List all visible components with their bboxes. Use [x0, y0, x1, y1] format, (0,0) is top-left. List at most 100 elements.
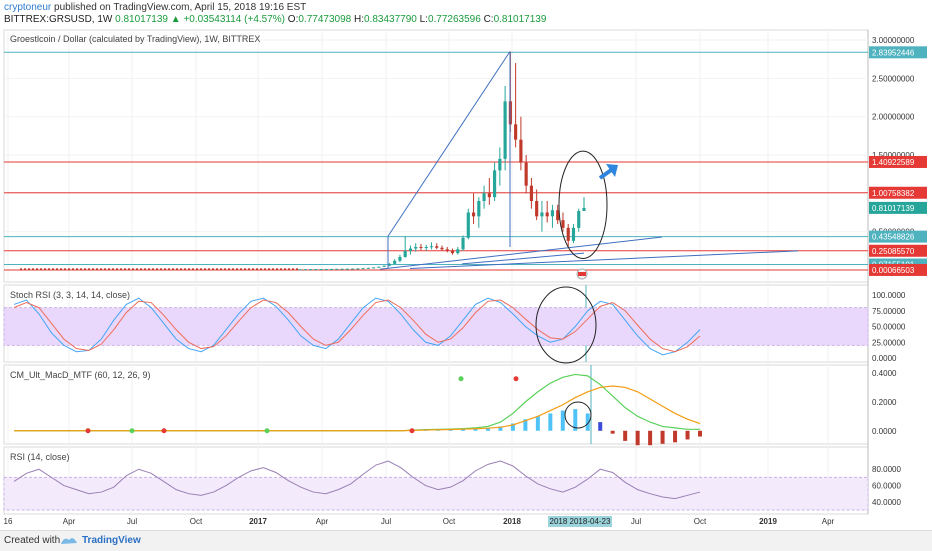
macd-cross-dot — [162, 428, 167, 433]
candle-body — [535, 201, 538, 216]
footer: Created with TradingView — [0, 530, 932, 551]
macd-histogram-bar — [636, 431, 640, 445]
candle-body — [540, 213, 543, 217]
time-tick-label: Apr — [316, 517, 329, 526]
candle-body — [504, 101, 507, 159]
candle-body — [425, 247, 428, 248]
macd-histogram-bar — [623, 431, 627, 441]
price-tick-label: 3.00000000 — [872, 36, 915, 45]
macd-histogram-bar — [698, 431, 702, 437]
candle-body — [419, 247, 422, 248]
candle-body — [393, 261, 396, 264]
candle-body — [356, 268, 359, 269]
pane-frame — [4, 30, 868, 282]
candle-body — [551, 210, 554, 216]
candle-body — [440, 248, 443, 250]
tradingview-logo-icon — [60, 534, 78, 546]
indicator-tick-label: 40.0000 — [872, 498, 901, 507]
candle-body — [298, 269, 301, 270]
candle-body — [525, 163, 528, 186]
time-tick-label: Apr — [822, 517, 835, 526]
candle-body — [346, 269, 349, 270]
candle-body — [572, 228, 575, 241]
candle-body — [362, 268, 365, 269]
candle-body — [398, 257, 401, 261]
macd-cross-dot — [514, 376, 519, 381]
time-tick-label: Oct — [443, 517, 456, 526]
time-tick-label: 2018 — [503, 517, 521, 526]
candle-body — [477, 201, 480, 216]
macd-histogram-bar — [536, 416, 540, 430]
macd-title: CM_Ult_MacD_MTF (60, 12, 26, 9) — [10, 370, 151, 380]
indicator-tick-label: 100.0000 — [872, 291, 906, 300]
time-tick-label: Oct — [190, 517, 203, 526]
time-tick-label: 2019 — [759, 517, 777, 526]
candle-body — [435, 246, 438, 248]
macd-tick-label: 0.0000 — [872, 427, 897, 436]
time-tick-label: 2017 — [249, 517, 267, 526]
candle-body — [351, 269, 354, 270]
macd-cross-dot — [130, 428, 135, 433]
indicator-tick-label: 50.00000 — [872, 323, 906, 332]
candle-body — [314, 269, 317, 270]
level-price-label: 0.43548826 — [872, 233, 915, 242]
candle-body — [372, 267, 375, 268]
us-flag-stripe — [578, 272, 586, 276]
macd-histogram-bar — [648, 431, 652, 445]
macd-cross-dot — [459, 376, 464, 381]
candle-body — [546, 213, 549, 217]
indicator-band — [4, 308, 868, 346]
macd-cross-dot — [86, 428, 91, 433]
macd-cross-dot — [265, 428, 270, 433]
macd-histogram-bar — [611, 431, 615, 434]
created-with-text: Created with — [4, 535, 60, 546]
indicator-tick-label: 0.0000 — [872, 354, 897, 363]
candle-body — [577, 211, 580, 228]
macd-tick-label: 0.2000 — [872, 398, 897, 407]
candle-body — [430, 246, 433, 247]
candle-body — [519, 140, 522, 163]
candle-body — [304, 269, 307, 270]
candle-body — [456, 249, 459, 253]
candle-body — [325, 269, 328, 270]
macd-cross-dot — [410, 428, 415, 433]
candle-body — [451, 251, 454, 253]
indicator-tick-label: 80.0000 — [872, 465, 901, 474]
candle-body — [446, 249, 449, 251]
level-price-label: 0.00066503 — [872, 266, 915, 275]
macd-histogram-bar — [673, 431, 677, 443]
tradingview-brand[interactable]: TradingView — [82, 535, 141, 546]
candle-body — [309, 269, 312, 270]
candle-body — [409, 249, 412, 251]
time-tick-label: Jul — [381, 517, 391, 526]
candle-body — [488, 193, 491, 197]
macd-tick-label: 0.4000 — [872, 369, 897, 378]
indicator-band — [4, 477, 868, 510]
level-price-label: 0.25085570 — [872, 247, 915, 256]
indicator-tick-label: 75.00000 — [872, 307, 906, 316]
candle-body — [498, 159, 501, 171]
candle-body — [335, 269, 338, 270]
candle-body — [472, 213, 475, 217]
macd-histogram-bar — [661, 431, 665, 444]
price-tick-label: 2.50000000 — [872, 74, 915, 83]
candle-body — [482, 193, 485, 201]
candle-body — [404, 251, 407, 257]
indicator-title: Stoch RSI (3, 3, 14, 14, close) — [10, 290, 130, 300]
level-price-label: 1.00758382 — [872, 189, 915, 198]
candle-body — [319, 269, 322, 270]
candle-body — [561, 220, 564, 228]
macd-histogram-bar — [561, 411, 565, 431]
candle-body — [467, 213, 470, 238]
cursor-date-label: 2018 2018-04-23 — [550, 517, 611, 526]
candle-body — [567, 228, 570, 241]
macd-histogram-bar — [548, 413, 552, 430]
time-tick-label: Oct — [694, 517, 707, 526]
candle-body — [377, 267, 380, 268]
candle-body — [461, 238, 464, 250]
macd-histogram-bar — [686, 431, 690, 440]
candle-body — [340, 269, 343, 270]
candle-body — [330, 269, 333, 270]
candle-body — [414, 247, 417, 249]
